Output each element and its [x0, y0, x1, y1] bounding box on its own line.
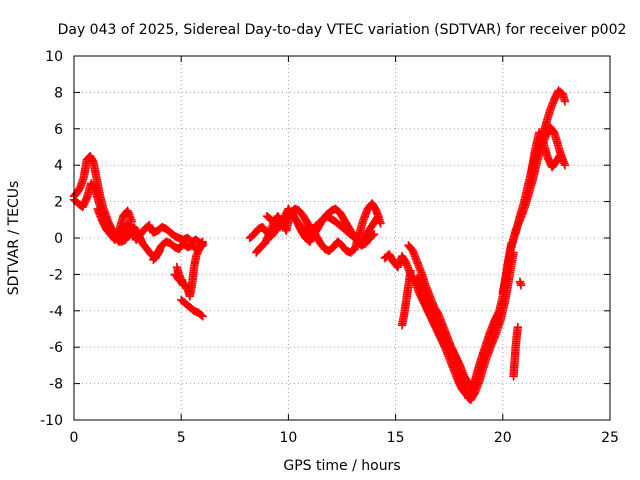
y-tick-label: 2 — [54, 195, 63, 211]
data-segment — [177, 295, 207, 321]
data-point-marker — [374, 211, 383, 221]
x-tick-label: 20 — [494, 430, 512, 446]
data-segment — [509, 322, 523, 381]
y-tick-label: -10 — [40, 413, 63, 429]
data-segment — [515, 277, 526, 290]
data-segment — [69, 179, 164, 263]
data-series-sdtvar — [69, 86, 570, 405]
y-axis-label: SDTVAR / TECUs — [6, 181, 22, 296]
y-tick-label: 10 — [45, 49, 63, 65]
x-axis-label: GPS time / hours — [283, 458, 400, 474]
data-point-marker — [127, 217, 137, 226]
data-point-marker — [75, 184, 84, 193]
x-tick-label: 10 — [279, 430, 297, 446]
data-segment — [526, 128, 570, 181]
data-segment — [170, 270, 190, 290]
data-point-marker — [88, 155, 97, 165]
y-tick-label: 8 — [54, 85, 63, 101]
data-point-marker — [198, 312, 207, 321]
plot-frame — [73, 55, 611, 421]
data-point-marker — [369, 230, 379, 239]
data-segment — [397, 266, 415, 330]
data-point-marker — [197, 241, 206, 251]
x-tick-label: 15 — [387, 430, 405, 446]
x-tick-label: 0 — [70, 430, 79, 446]
chart-title: Day 043 of 2025, Sidereal Day-to-day VTE… — [58, 22, 627, 38]
data-point-marker — [560, 161, 570, 170]
data-point-marker — [368, 231, 377, 240]
data-point-marker — [513, 322, 523, 332]
data-point-marker — [198, 241, 207, 250]
y-tick-label: 0 — [54, 231, 63, 247]
data-point-marker — [376, 219, 385, 228]
data-point-marker — [197, 310, 206, 320]
data-point-marker — [516, 281, 526, 290]
y-tick-label: -8 — [49, 377, 63, 393]
grid-lines — [74, 56, 610, 420]
data-point-marker — [406, 266, 415, 275]
data-point-marker — [180, 280, 189, 289]
data-point-marker — [494, 308, 503, 317]
y-tick-label: -2 — [49, 267, 63, 283]
data-point-marker — [560, 97, 570, 106]
data-segment — [262, 204, 383, 248]
x-tick-label: 25 — [601, 430, 619, 446]
data-point-marker — [181, 279, 190, 288]
y-tick-label: 4 — [54, 158, 63, 174]
data-segment — [498, 86, 570, 297]
data-segment — [412, 273, 503, 403]
y-tick-label: -4 — [49, 304, 63, 320]
y-tick-label: -6 — [49, 340, 63, 356]
x-tick-label: 5 — [177, 430, 186, 446]
data-segment — [93, 204, 137, 245]
data-point-marker — [90, 185, 99, 194]
y-tick-label: 6 — [54, 122, 63, 138]
